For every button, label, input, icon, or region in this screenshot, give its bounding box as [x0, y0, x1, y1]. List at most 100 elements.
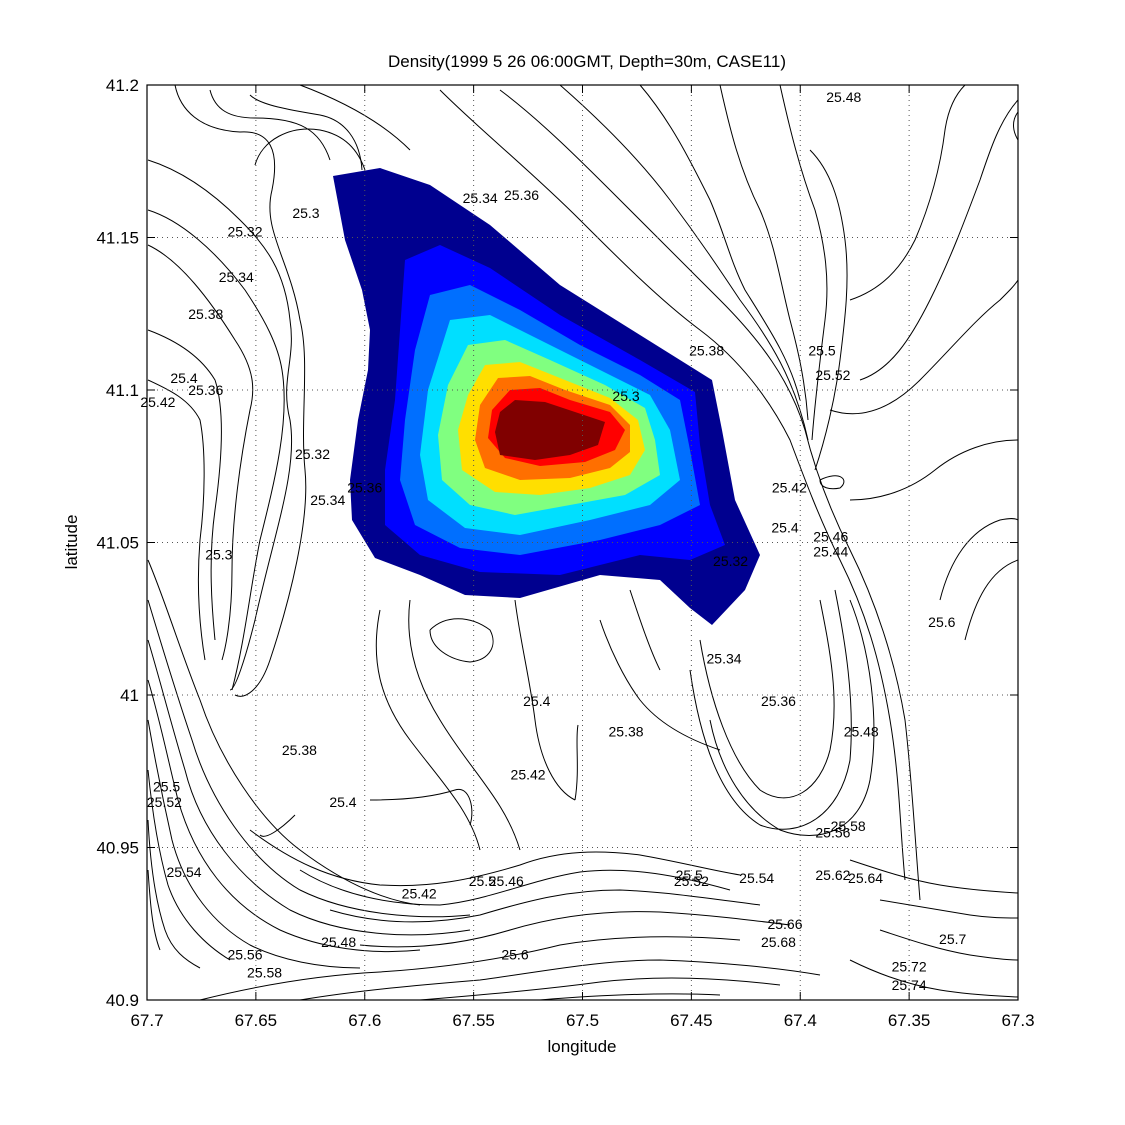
- contour-line: [574, 724, 579, 801]
- contour-line: [147, 379, 206, 661]
- contour-label: 25.4: [523, 693, 550, 709]
- contour-label: 25.3: [205, 547, 232, 563]
- contour-label: 25.56: [815, 824, 850, 840]
- contour-line: [375, 609, 481, 851]
- contour-label: 25.68: [761, 934, 796, 950]
- contour-label: 25.48: [321, 934, 356, 950]
- contour-label: 25.36: [504, 187, 539, 203]
- x-tick-label: 67.45: [670, 1011, 713, 1030]
- y-tick-label: 41.2: [106, 76, 139, 95]
- contour-line: [699, 599, 835, 799]
- contour-line: [147, 559, 421, 906]
- contour-line: [514, 599, 576, 801]
- contour-line: [599, 619, 721, 751]
- y-tick-label: 41.1: [106, 381, 139, 400]
- contour-label: 25.32: [295, 446, 330, 462]
- contour-label: 25.32: [227, 223, 262, 239]
- y-tick-label: 41.15: [96, 229, 139, 248]
- contour-label: 25.36: [761, 693, 796, 709]
- contour-label: 25.44: [813, 544, 848, 560]
- chart-title: Density(1999 5 26 06:00GMT, Depth=30m, C…: [388, 52, 786, 71]
- contour-label: 25.38: [689, 342, 724, 358]
- contour-line: [629, 589, 661, 671]
- contour-label: 25.5: [153, 779, 180, 795]
- contour-line: [849, 859, 1019, 894]
- y-tick-label: 41: [120, 686, 139, 705]
- contour-line: [249, 94, 363, 171]
- contour-label: 25.56: [227, 946, 262, 962]
- contour-line: [299, 84, 411, 151]
- contour-label: 25.54: [166, 864, 201, 880]
- contour-line: [209, 89, 331, 161]
- contour-line: [147, 639, 471, 936]
- y-tick-label: 40.95: [96, 839, 139, 858]
- contour-line: [299, 959, 821, 1001]
- contour-label: 25.34: [463, 190, 498, 206]
- contour-line: [939, 518, 1019, 601]
- y-axis-ticks: 40.9 40.95 41 41.05 41.1 41.15 41.2: [96, 76, 1018, 1010]
- contour-lines: [147, 84, 1019, 1001]
- contour-label: 25.46: [813, 528, 848, 544]
- contour-label: 25.6: [928, 614, 955, 630]
- y-tick-label: 40.9: [106, 991, 139, 1010]
- contour-line: [709, 599, 875, 837]
- x-tick-label: 67.5: [566, 1011, 599, 1030]
- contour-label: 25.32: [713, 553, 748, 569]
- contour-line: [429, 618, 494, 663]
- contour-line: [849, 84, 966, 301]
- contour-line: [809, 149, 848, 471]
- contour-label: 25.34: [219, 269, 254, 285]
- contour-label: 25.52: [815, 367, 850, 383]
- contour-line: [147, 209, 285, 691]
- y-axis-label: latitude: [62, 515, 81, 570]
- contour-line: [147, 329, 222, 641]
- x-tick-label: 67.6: [348, 1011, 381, 1030]
- contour-label: 25.48: [826, 89, 861, 105]
- contour-label: 25.36: [188, 382, 223, 398]
- contour-label: 25.46: [489, 873, 524, 889]
- x-tick-label: 67.65: [235, 1011, 278, 1030]
- grid-lines: [147, 85, 1018, 1000]
- y-tick-label: 41.05: [96, 534, 139, 553]
- fill-level-9: [495, 400, 605, 460]
- contour-line: [147, 679, 421, 953]
- contour-label: 25.36: [347, 480, 382, 496]
- contour-label: 25.38: [188, 306, 223, 322]
- contour-label: 25.42: [772, 480, 807, 496]
- filled-density-region: [333, 168, 760, 625]
- contour-label: 25.48: [844, 724, 879, 740]
- contour-label: 25.7: [939, 931, 966, 947]
- x-tick-label: 67.7: [130, 1011, 163, 1030]
- contour-label: 25.4: [170, 370, 197, 386]
- contour-line: [964, 559, 1019, 641]
- contour-line: [408, 599, 521, 851]
- contour-line: [359, 911, 791, 948]
- contour-label: 25.52: [147, 794, 182, 810]
- contour-line: [419, 977, 781, 1001]
- contour-line: [819, 475, 845, 490]
- contour-line: [174, 84, 307, 697]
- contour-line: [259, 814, 296, 837]
- contour-label: 25.58: [831, 818, 866, 834]
- contour-label: 25.5: [469, 873, 496, 889]
- contour-line: [147, 159, 293, 691]
- contour-line: [859, 99, 1019, 381]
- contour-label: 25.5: [808, 342, 835, 358]
- contour-label: 25.64: [848, 870, 883, 886]
- contour-label: 25.6: [501, 946, 528, 962]
- contour-line: [147, 719, 361, 969]
- contour-line: [249, 829, 741, 887]
- contour-line: [254, 128, 366, 171]
- contour-line: [147, 769, 231, 961]
- contour-line: [539, 993, 721, 1001]
- contour-label: 25.34: [310, 492, 345, 508]
- contour-label: 25.72: [892, 958, 927, 974]
- contour-label: 25.74: [892, 977, 927, 993]
- contour-line: [199, 936, 741, 1001]
- x-tick-label: 67.55: [452, 1011, 495, 1030]
- contour-label: 25.42: [402, 885, 437, 901]
- contour-label: 25.38: [282, 742, 317, 758]
- contour-label: 25.3: [612, 388, 639, 404]
